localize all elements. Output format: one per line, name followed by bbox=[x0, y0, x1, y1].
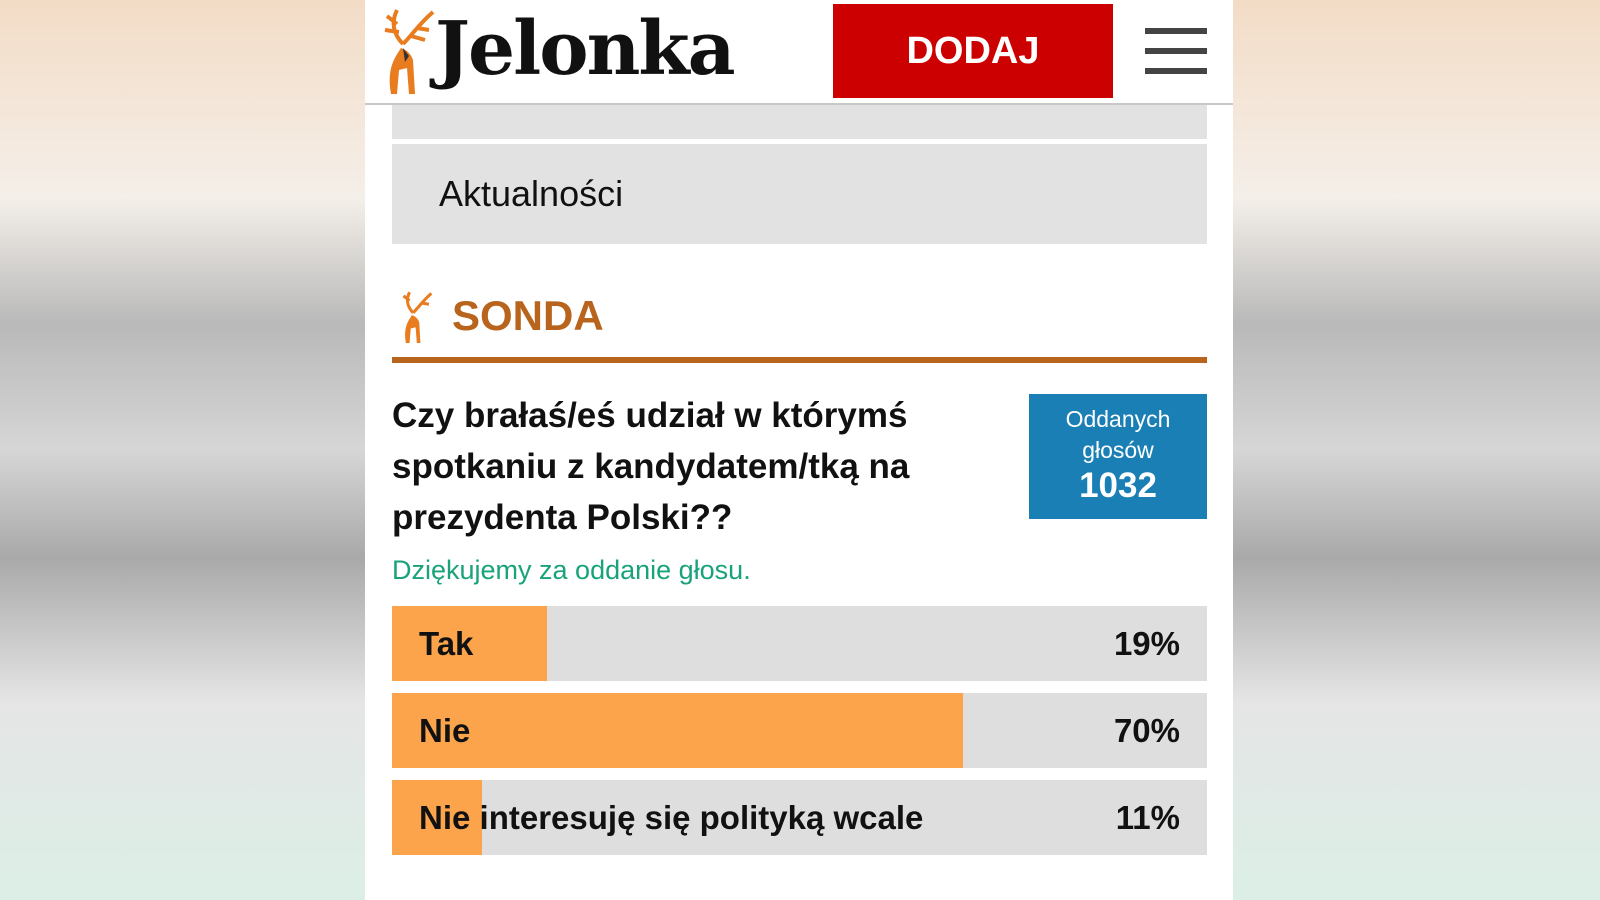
divider bbox=[392, 357, 1207, 363]
result-row: Nie 70% bbox=[392, 693, 1207, 768]
poll-question: Czy brałaś/eś udział w którymś spotkaniu… bbox=[392, 396, 910, 537]
menu-button[interactable] bbox=[1145, 28, 1207, 74]
logo[interactable]: Jelonka bbox=[435, 6, 736, 92]
result-label: Nie bbox=[419, 712, 471, 749]
add-button[interactable]: DODAJ bbox=[833, 4, 1113, 98]
menu-item-hidden[interactable] bbox=[392, 103, 1207, 139]
poll-heading: SONDA bbox=[452, 292, 604, 339]
votes-label: Oddanych głosów bbox=[1065, 406, 1171, 463]
result-bar bbox=[392, 606, 547, 681]
result-percent: 19% bbox=[1113, 625, 1180, 662]
votes-count: 1032 bbox=[1079, 466, 1157, 505]
result-bar bbox=[392, 693, 963, 768]
header: Jelonka DODAJ bbox=[365, 0, 1233, 105]
content-column: Jelonka DODAJ Aktualności SONDA Czy brał… bbox=[365, 0, 1233, 900]
result-label: Nie interesuję się polityką wcale bbox=[419, 799, 924, 836]
result-percent: 11% bbox=[1115, 799, 1180, 836]
result-label: Tak bbox=[419, 625, 474, 662]
thanks-message: Dziękujemy za oddanie głosu. bbox=[392, 555, 751, 585]
votes-box: Oddanych głosów 1032 bbox=[1029, 394, 1207, 519]
result-bar bbox=[392, 780, 482, 855]
result-percent: 70% bbox=[1113, 712, 1180, 749]
sonda-icon bbox=[402, 291, 433, 344]
result-row: Tak 19% bbox=[392, 606, 1207, 681]
result-row: Nie interesuję się polityką wcale 11% bbox=[392, 780, 1207, 855]
menu-item[interactable]: Aktualności bbox=[392, 144, 1207, 244]
logo-icon[interactable] bbox=[373, 4, 439, 98]
